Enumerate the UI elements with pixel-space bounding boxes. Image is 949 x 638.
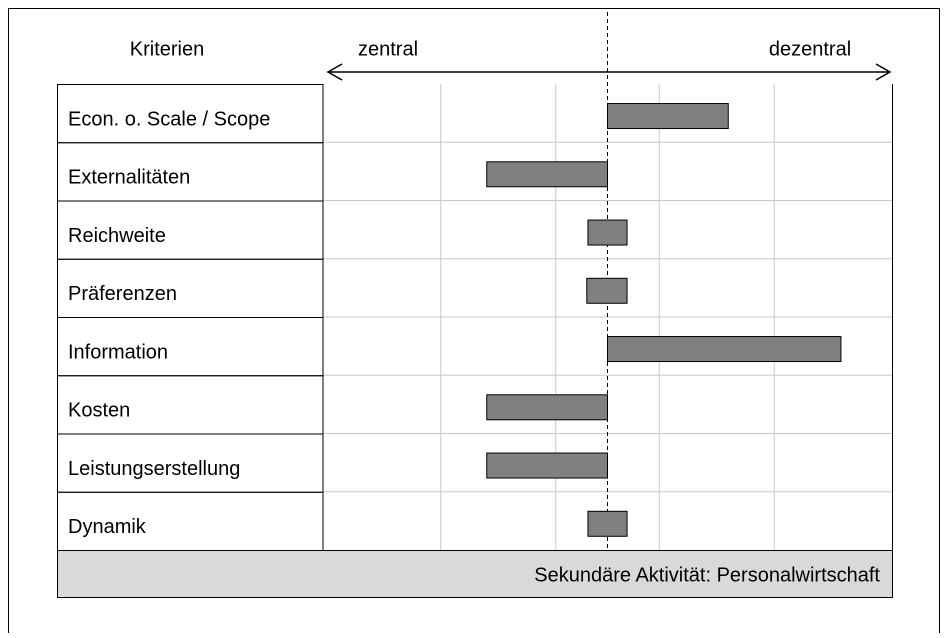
bar: [486, 161, 608, 188]
category-label: Kosten: [68, 400, 130, 422]
bar: [486, 394, 608, 421]
bar: [486, 452, 608, 479]
category-label: Präferenzen: [68, 283, 177, 305]
footer: Sekundäre Aktivität: Personalwirtschaft: [534, 564, 880, 586]
right-label: dezentral: [769, 38, 851, 60]
bar: [586, 277, 628, 304]
category-label: Information: [68, 341, 168, 363]
category-label: Externalitäten: [68, 167, 190, 189]
bar: [587, 219, 628, 246]
bar: [607, 103, 729, 130]
frame: [8, 8, 940, 638]
category-cell: [57, 491, 324, 551]
category-label: Reichweite: [68, 225, 166, 247]
category-label: Leistungserstellung: [68, 458, 240, 480]
column-header: Kriterien: [130, 38, 204, 60]
arrow: [326, 63, 892, 81]
bar: [607, 336, 842, 363]
left-label: zentral: [358, 38, 418, 60]
bar: [587, 510, 628, 537]
category-label: Econ. o. Scale / Scope: [68, 108, 270, 130]
category-label: Dynamik: [68, 516, 147, 538]
footer-box: [57, 550, 893, 598]
